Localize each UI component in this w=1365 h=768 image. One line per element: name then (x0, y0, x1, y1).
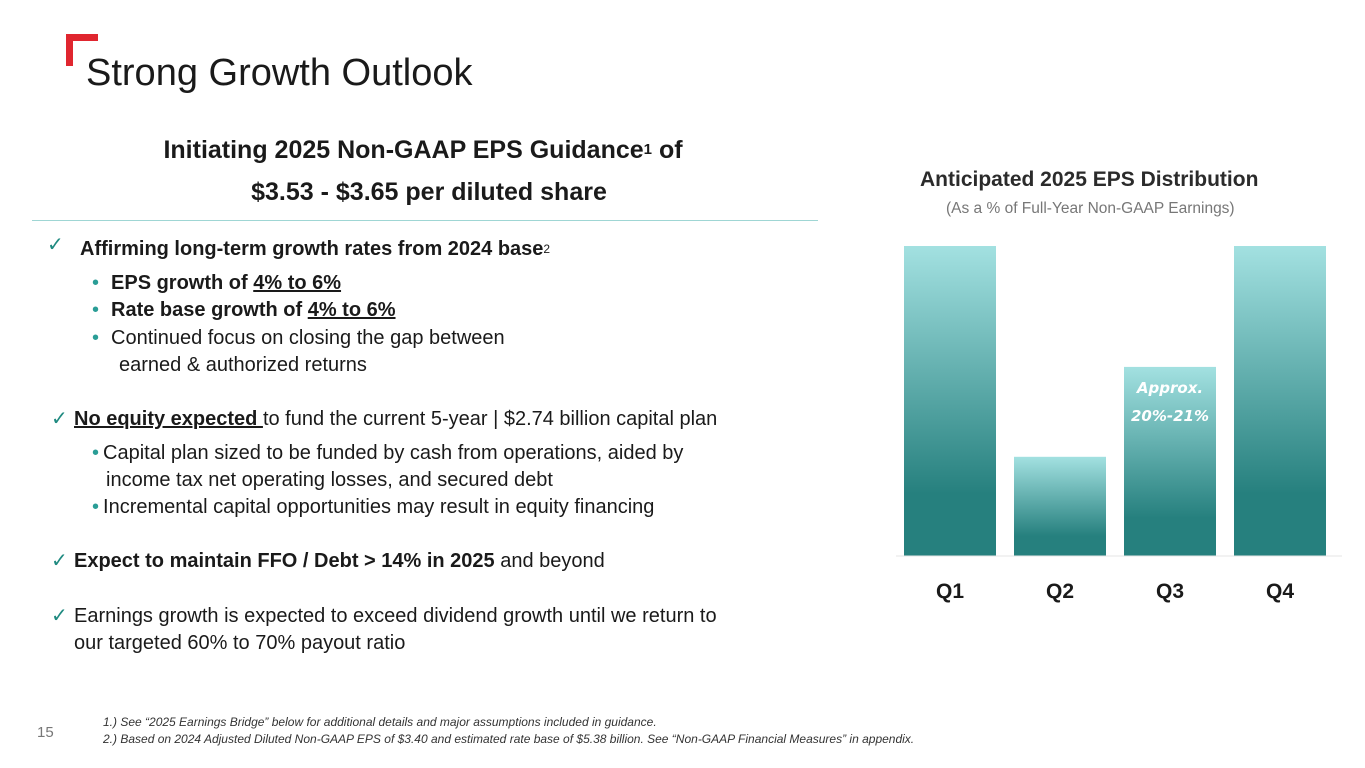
sub-bullet-capital-plan-line2: income tax net operating losses, and sec… (106, 469, 553, 491)
sub-bullet-returns-gap-line2: earned & authorized returns (119, 354, 367, 376)
footnotes: 1.) See “2025 Earnings Bridge” below for… (103, 714, 914, 748)
chart-title: Anticipated 2025 EPS Distribution (920, 168, 1259, 191)
sub-bullet-returns-gap: • Continued focus on closing the gap betw… (92, 327, 505, 349)
bullet-earnings-growth-line2: our targeted 60% to 70% payout ratio (74, 632, 406, 654)
tick-label-q3: Q3 (1156, 580, 1184, 603)
checkmark-icon: ✓ (51, 550, 68, 572)
sub-bullet-rate-base: • Rate base growth of 4% to 6% (92, 299, 396, 321)
bar-q3 (1124, 366, 1216, 556)
bullet-growth-rates: Affirming long-term growth rates from 20… (80, 238, 551, 260)
bar-q4 (1234, 246, 1326, 556)
guidance-line1-end: of (652, 136, 683, 164)
page-title: Strong Growth Outlook (86, 52, 473, 94)
guidance-footnote-ref: 1 (643, 141, 652, 158)
sub-bullet-incremental-capital: • Incremental capital opportunities may r… (92, 496, 655, 518)
annotation-q3-line1: Approx. (1136, 379, 1203, 397)
corner-accent-icon (66, 34, 98, 66)
sub-bullet-capital-plan: • Capital plan sized to be funded by cash… (92, 442, 684, 464)
annotation-q3-line2: 20%-21% (1131, 407, 1209, 425)
checkmark-icon: ✓ (51, 408, 68, 430)
page-number: 15 (37, 724, 54, 741)
bullet-earnings-growth: Earnings growth is expected to exceed di… (74, 605, 717, 627)
eps-distribution-chart: Q1 Q2 Q3 Q4 Approx. 20%-21% (896, 246, 1342, 603)
guidance-line1: Initiating 2025 Non-GAAP EPS Guidance (163, 136, 644, 164)
tick-label-q4: Q4 (1266, 580, 1294, 603)
tick-label-q2: Q2 (1046, 580, 1074, 603)
bullet-ffo-debt: Expect to maintain FFO / Debt > 14% in 2… (74, 550, 605, 572)
divider (32, 220, 818, 221)
checkmark-icon: ✓ (51, 605, 68, 627)
footnote-2: 2.) Based on 2024 Adjusted Diluted Non-G… (103, 732, 915, 746)
chart-subtitle: (As a % of Full-Year Non-GAAP Earnings) (946, 200, 1235, 217)
sub-bullet-eps-growth: • EPS growth of 4% to 6% (92, 272, 342, 294)
footnote-1: 1.) See “2025 Earnings Bridge” below for… (103, 715, 657, 729)
checkmark-icon: ✓ (47, 234, 64, 256)
guidance-line2: $3.53 - $3.65 per diluted share (251, 178, 607, 206)
bar-q1 (904, 246, 996, 556)
bar-q2 (1014, 456, 1106, 556)
bullet-no-equity: No equity expected to fund the current 5… (74, 408, 718, 430)
tick-label-q1: Q1 (936, 580, 964, 603)
guidance-heading: Initiating 2025 Non-GAAP EPS Guidance1 o… (32, 128, 818, 212)
